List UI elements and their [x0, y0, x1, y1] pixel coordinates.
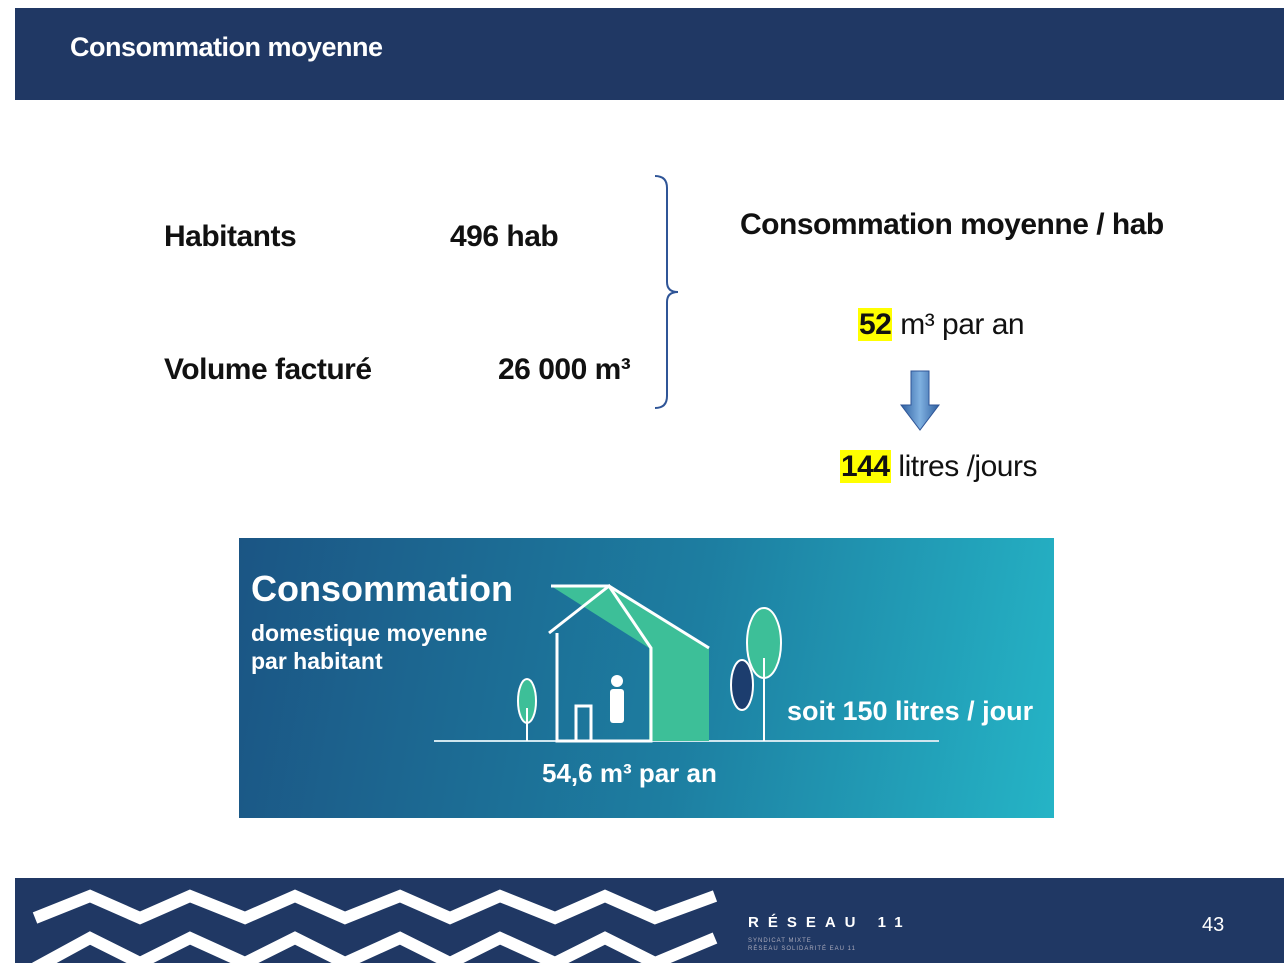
footer-bar: RÉSEAU 11 SYNDICAT MIXTE RÉSEAU SOLIDARI… — [15, 878, 1284, 963]
result-yearly: 52 m³ par an — [858, 308, 1024, 342]
slide: Consommation moyenne Habitants 496 hab V… — [0, 0, 1284, 963]
unit: m³ par an — [900, 308, 1024, 341]
person-body — [610, 689, 624, 723]
zigzag — [35, 938, 715, 963]
banner-subtitle: domestique moyenne — [251, 620, 487, 647]
logo-line: SYNDICAT MIXTE — [748, 938, 812, 944]
banner-title: Consommation — [251, 568, 513, 610]
result-title: Consommation moyenne / hab — [740, 208, 1164, 242]
logo: RÉSEAU 11 — [748, 914, 912, 931]
page-number: 43 — [1202, 914, 1224, 937]
brace — [655, 176, 678, 408]
person-head — [611, 675, 623, 687]
banner: Consommation domestique moyenne par habi… — [239, 538, 1054, 818]
result-daily: 144 litres /jours — [840, 450, 1037, 484]
down-arrow — [901, 371, 939, 430]
door — [576, 706, 591, 741]
tree — [731, 660, 753, 710]
zigzag — [35, 896, 715, 918]
highlight-value: 144 — [840, 450, 891, 483]
footer-pattern — [15, 878, 735, 963]
unit: litres /jours — [898, 450, 1037, 483]
banner-subtitle: par habitant — [251, 648, 383, 675]
shapes — [0, 0, 1284, 963]
highlight-value: 52 — [858, 308, 892, 341]
banner-daily: soit 150 litres / jour — [787, 696, 1033, 727]
banner-yearly: 54,6 m³ par an — [542, 758, 717, 789]
logo-line: RÉSEAU SOLIDARITÉ EAU 11 — [748, 946, 856, 952]
